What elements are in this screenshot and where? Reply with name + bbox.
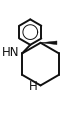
Polygon shape [41,41,57,45]
Text: H: H [28,80,37,93]
Text: HN: HN [2,46,20,59]
